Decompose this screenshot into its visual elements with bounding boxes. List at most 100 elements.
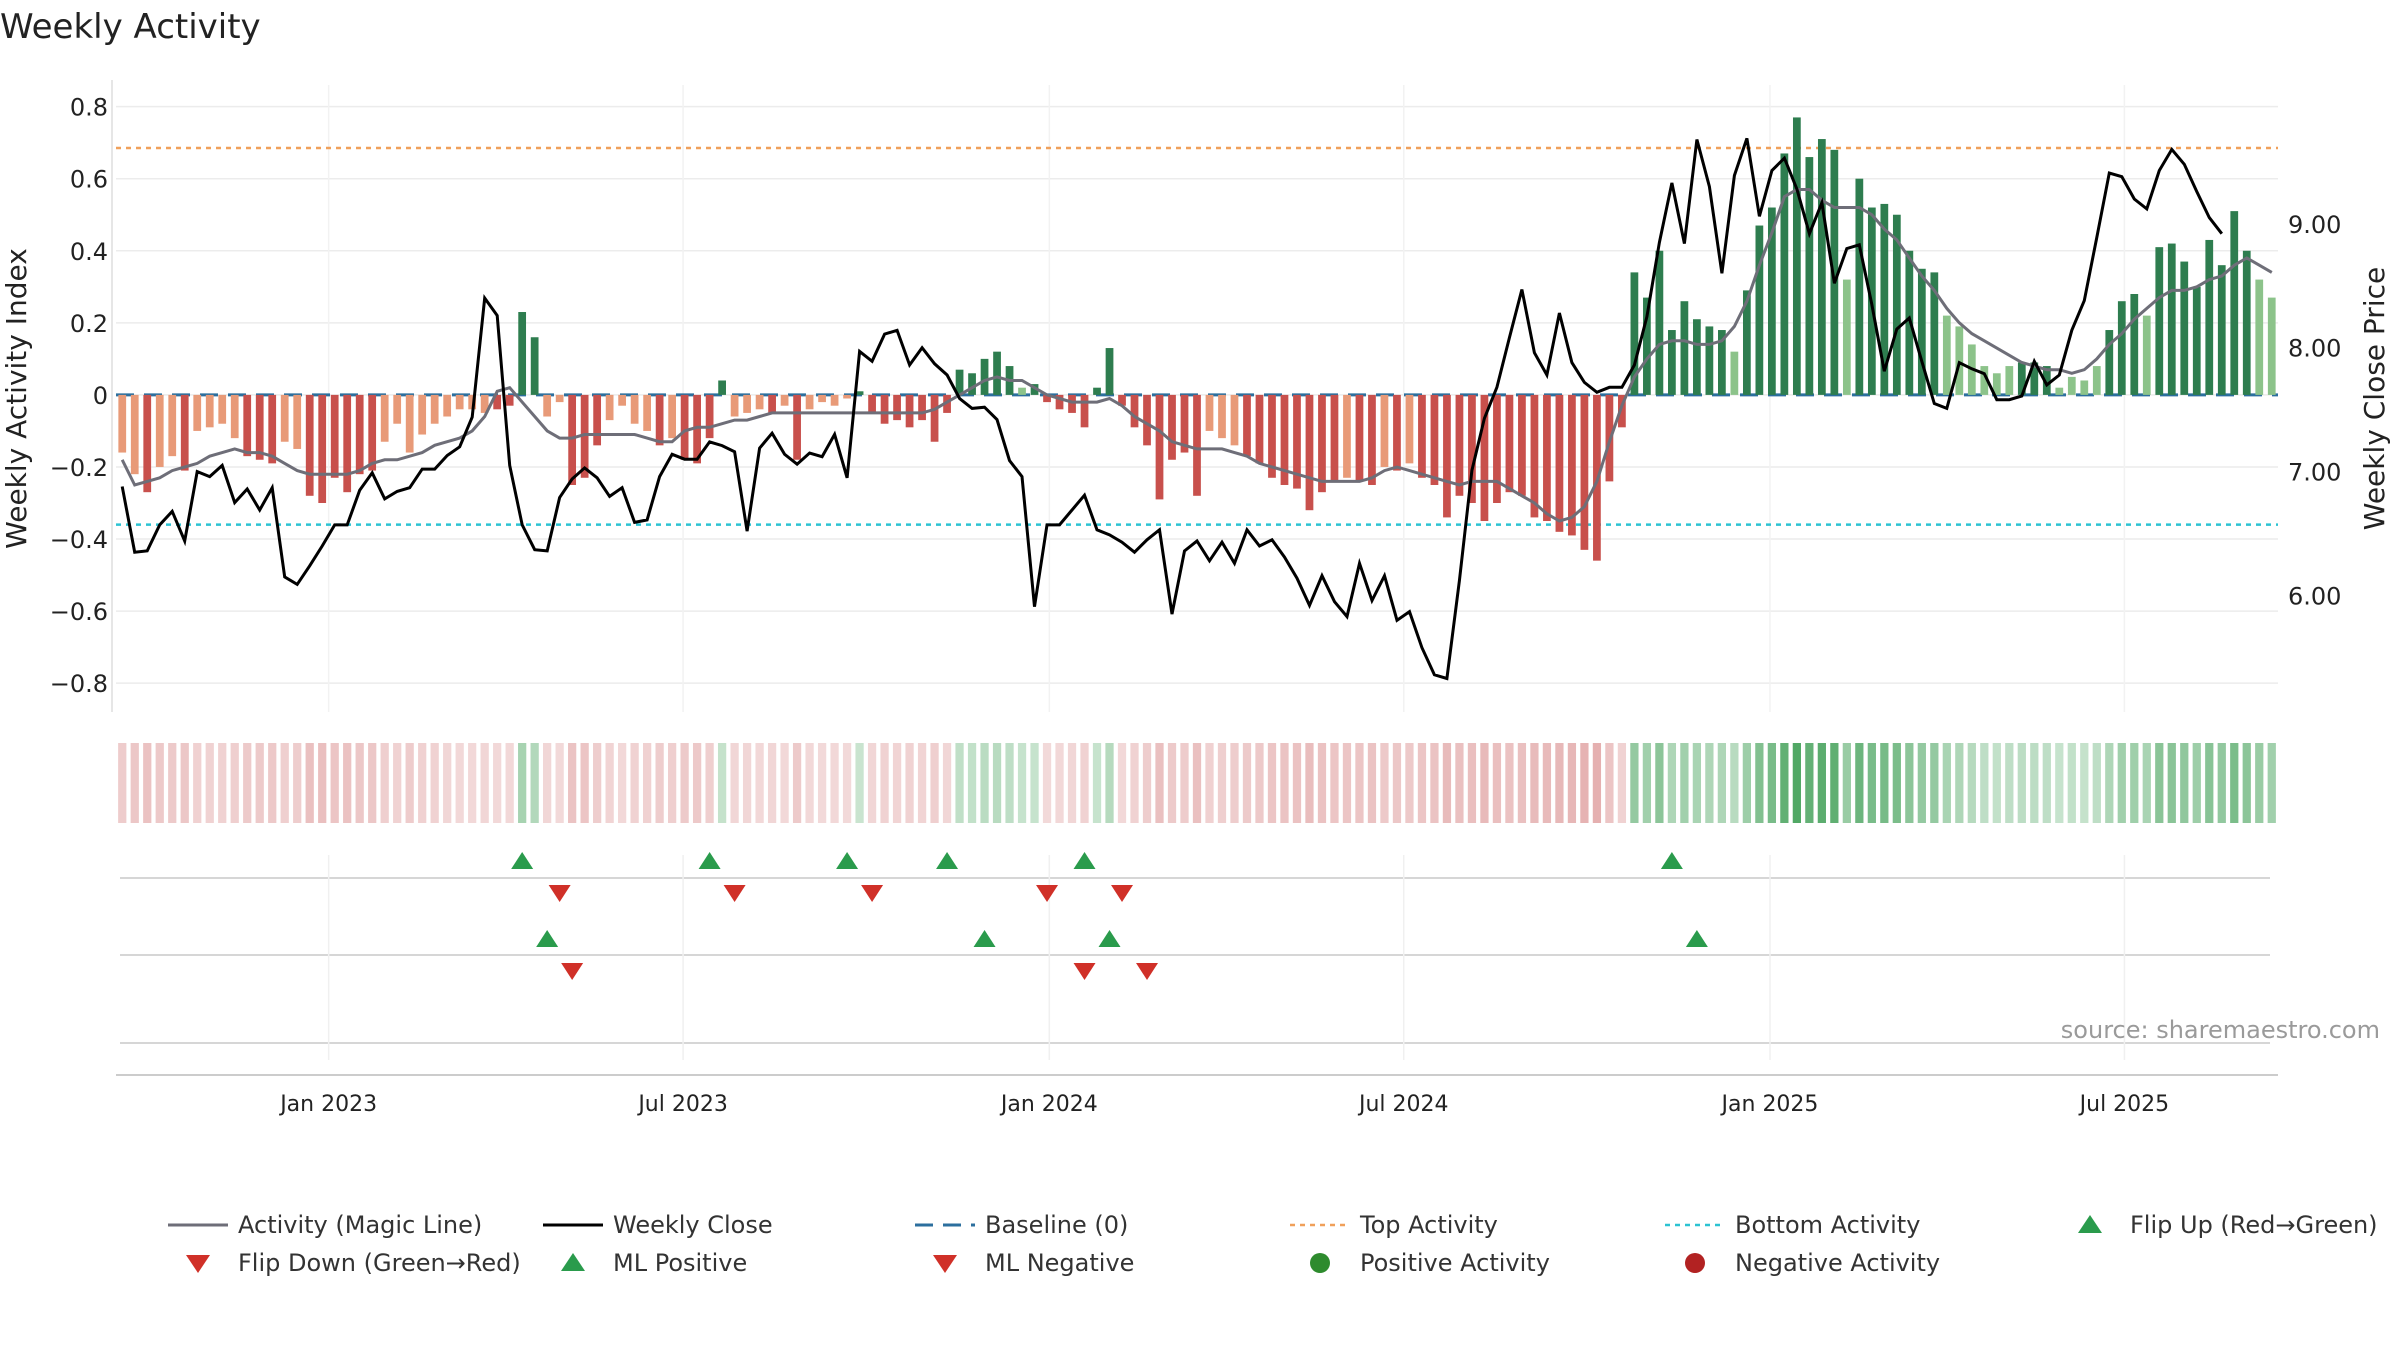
heat-cell <box>180 743 189 823</box>
heat-cell <box>305 743 314 823</box>
legend-label: Weekly Close <box>613 1211 773 1239</box>
activity-bar <box>455 394 464 410</box>
activity-bar <box>868 394 876 413</box>
activity-bar <box>818 394 826 403</box>
activity-bars <box>118 117 2276 561</box>
ml-positive-marker <box>1685 930 1708 947</box>
flip-down-marker <box>861 885 884 902</box>
heat-cell <box>1030 743 1039 823</box>
activity-bar <box>618 394 627 406</box>
x-tick-label: Jul 2023 <box>636 1092 728 1117</box>
x-tick-label: Jan 2025 <box>1720 1092 1819 1117</box>
activity-bar <box>1093 387 1101 395</box>
activity-bar <box>955 369 964 395</box>
activity-bar <box>1643 297 1651 395</box>
activity-bar <box>2067 376 2076 395</box>
activity-bar <box>655 394 664 446</box>
activity-bar <box>755 394 764 410</box>
activity-bar <box>468 394 477 410</box>
heat-cell <box>1655 743 1664 823</box>
heat-cell <box>1905 743 1914 823</box>
left-tick-label: 0.2 <box>70 310 108 338</box>
legend-label: ML Negative <box>985 1249 1134 1277</box>
heat-cell <box>1455 743 1464 823</box>
activity-bar <box>1018 387 1026 395</box>
activity-bar <box>980 358 989 395</box>
activity-bar <box>168 394 177 457</box>
legend-marker <box>1310 1253 1330 1273</box>
activity-bar <box>293 394 302 449</box>
activity-bar <box>1618 394 1626 428</box>
ml-positive-marker <box>973 930 996 947</box>
heat-cell <box>755 743 764 823</box>
heat-cell <box>1417 743 1427 823</box>
heat-cell <box>355 743 364 823</box>
activity-bar <box>118 394 127 453</box>
heat-cell <box>418 743 427 823</box>
heat-cell <box>2042 743 2051 823</box>
activity-bar <box>230 394 239 439</box>
legend-label: Negative Activity <box>1735 1249 1940 1277</box>
activity-bar <box>1742 290 1751 395</box>
flip-up-marker <box>1660 852 1683 869</box>
activity-bar <box>1780 153 1789 395</box>
activity-bar <box>1355 394 1364 482</box>
heat-cell <box>193 743 202 823</box>
activity-bar <box>355 394 364 475</box>
heat-cell <box>1192 743 1202 823</box>
heat-cell <box>493 743 502 823</box>
heat-cell <box>343 743 352 823</box>
activity-bar <box>2205 239 2214 395</box>
heat-cell <box>655 743 664 823</box>
heat-cell <box>405 743 414 823</box>
activity-bar <box>530 337 539 395</box>
legend-swatch <box>561 1253 585 1271</box>
heat-cell <box>368 743 377 823</box>
heat-cell <box>1580 743 1589 823</box>
legend-swatch <box>1685 1253 1705 1273</box>
activity-bar <box>993 351 1001 395</box>
heat-cell <box>1380 743 1389 823</box>
heat-cell <box>455 743 464 823</box>
activity-bar <box>668 394 676 439</box>
weekly-close-series <box>120 137 2223 681</box>
right-tick-label: 7.00 <box>2288 459 2341 487</box>
heat-cell <box>2005 743 2014 823</box>
heat-cell <box>530 743 539 823</box>
heat-cell <box>1605 743 1614 823</box>
activity-bar <box>330 394 339 478</box>
heat-cell <box>1342 743 1352 823</box>
legend-label: Top Activity <box>1359 1211 1498 1239</box>
activity-bar <box>1493 394 1501 503</box>
activity-bar <box>1880 203 1889 395</box>
activity-bar <box>2155 247 2164 395</box>
heat-cell <box>842 743 852 823</box>
heat-cell <box>1155 743 1164 823</box>
source-note: source: sharemaestro.com <box>2061 1016 2380 1044</box>
activity-bar <box>830 394 839 406</box>
legend-marker <box>1685 1253 1705 1273</box>
x-tick-label: Jul 2025 <box>2078 1092 2170 1117</box>
activity-bar <box>843 394 851 399</box>
heat-cell <box>942 743 952 823</box>
activity-bar <box>2042 366 2051 395</box>
activity-bar <box>130 394 139 475</box>
heat-cell <box>2130 743 2139 823</box>
heat-cell <box>580 743 589 823</box>
activity-bar <box>255 394 264 460</box>
activity-bar <box>305 394 314 496</box>
activity-bar <box>1630 272 1639 395</box>
activity-bar <box>1268 394 1276 478</box>
activity-bar <box>605 394 614 421</box>
activity-bar <box>930 394 939 442</box>
activity-bar <box>1205 394 1214 431</box>
activity-bar <box>2080 380 2089 395</box>
heat-cell <box>130 743 139 823</box>
activity-bar <box>1380 394 1389 467</box>
heat-cell <box>892 743 902 823</box>
activity-bar <box>1992 373 2001 395</box>
flip-down-marker <box>548 885 571 902</box>
heat-cell <box>2205 743 2214 823</box>
heat-cell <box>518 743 527 823</box>
